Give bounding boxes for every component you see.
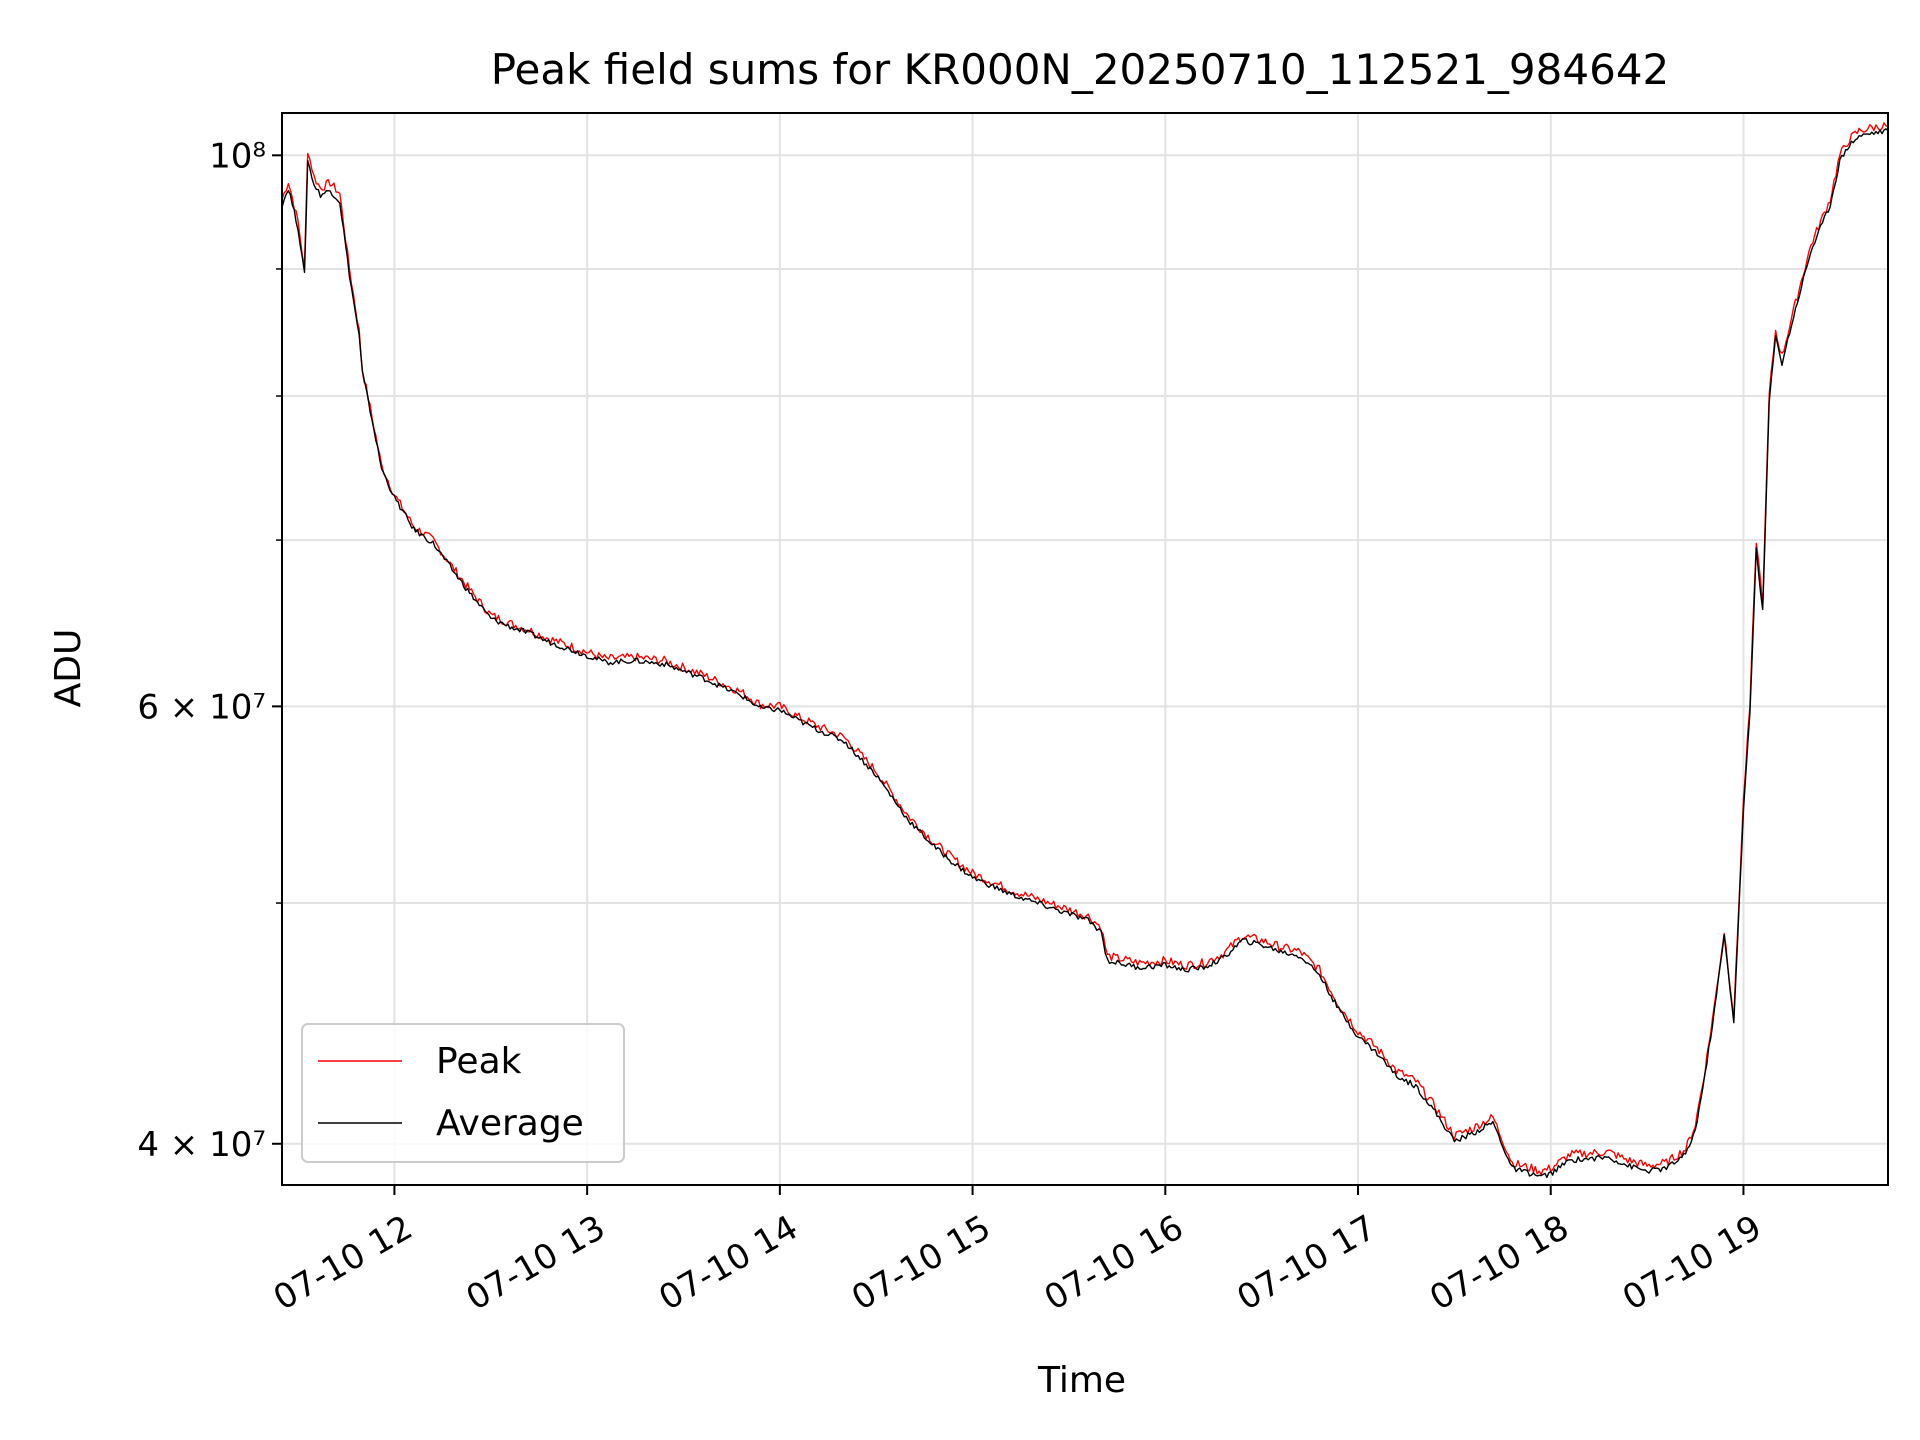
- y-axis-label: ADU: [48, 629, 89, 708]
- legend-label-average: Average: [436, 1103, 584, 1144]
- y-axis: 4 × 10⁷ 6 × 10⁷ 10⁸: [137, 136, 282, 1165]
- y-tick-label: 6 × 10⁷: [137, 687, 266, 727]
- series-line-peak: [282, 122, 1888, 1176]
- y-tick-label: 10⁸: [209, 136, 266, 176]
- plot-frame: [281, 112, 1889, 1186]
- x-axis-label: Time: [1037, 1360, 1126, 1401]
- series-layer: [282, 122, 1888, 1179]
- chart-title: Peak field sums for KR000N_20250710_1125…: [491, 45, 1670, 94]
- legend-box: [301, 1023, 625, 1163]
- y-tick-label: 4 × 10⁷: [137, 1125, 266, 1165]
- legend-label-peak: Peak: [436, 1041, 522, 1082]
- series-line-average: [282, 128, 1888, 1179]
- legend: Peak Average: [301, 1023, 625, 1163]
